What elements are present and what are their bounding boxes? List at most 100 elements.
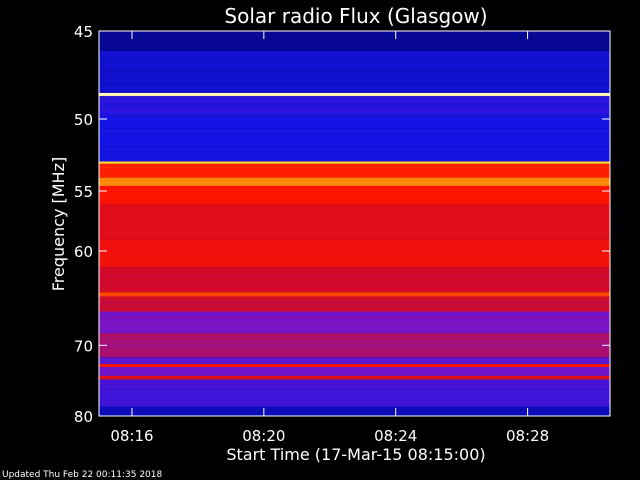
texture-line — [99, 401, 610, 402]
texture-line — [99, 284, 610, 285]
texture-line — [99, 53, 610, 54]
texture-line — [99, 299, 610, 300]
y-tick-label: 80 — [74, 408, 93, 426]
texture-line — [99, 182, 610, 183]
texture-line — [99, 164, 610, 165]
frequency-band-5 — [99, 161, 610, 164]
texture-line — [99, 50, 610, 51]
y-tick-label: 70 — [74, 337, 93, 355]
x-tick-label: 08:20 — [242, 427, 285, 445]
texture-line — [99, 353, 610, 354]
texture-line — [99, 251, 610, 252]
texture-line — [99, 413, 610, 414]
texture-line — [99, 56, 610, 57]
texture-line — [99, 296, 610, 297]
texture-line — [99, 44, 610, 45]
x-tick-label: 08:16 — [110, 427, 153, 445]
texture-line — [99, 341, 610, 342]
texture-line — [99, 152, 610, 153]
texture-line — [99, 389, 610, 390]
texture-line — [99, 293, 610, 294]
texture-line — [99, 377, 610, 378]
x-tick-label: 08:24 — [374, 427, 417, 445]
frequency-band-4 — [99, 115, 610, 161]
texture-line — [99, 317, 610, 318]
texture-line — [99, 395, 610, 396]
texture-line — [99, 212, 610, 213]
texture-line — [99, 362, 610, 363]
texture-line — [99, 350, 610, 351]
texture-line — [99, 338, 610, 339]
texture-line — [99, 224, 610, 225]
texture-line — [99, 311, 610, 312]
texture-line — [99, 206, 610, 207]
texture-line — [99, 239, 610, 240]
texture-line — [99, 68, 610, 69]
texture-line — [99, 77, 610, 78]
texture-line — [99, 62, 610, 63]
chart-title: Solar radio Flux (Glasgow) — [224, 4, 487, 28]
texture-line — [99, 176, 610, 177]
texture-line — [99, 392, 610, 393]
texture-line — [99, 278, 610, 279]
spectrogram-texture — [99, 32, 610, 414]
texture-line — [99, 113, 610, 114]
texture-line — [99, 119, 610, 120]
texture-line — [99, 248, 610, 249]
texture-line — [99, 122, 610, 123]
texture-line — [99, 383, 610, 384]
texture-line — [99, 218, 610, 219]
texture-line — [99, 173, 610, 174]
texture-line — [99, 227, 610, 228]
texture-line — [99, 230, 610, 231]
spectrogram-bands — [99, 31, 610, 416]
texture-line — [99, 320, 610, 321]
frequency-band-7 — [99, 177, 610, 186]
y-tick-label: 60 — [74, 243, 93, 261]
texture-line — [99, 221, 610, 222]
texture-line — [99, 407, 610, 408]
texture-line — [99, 47, 610, 48]
frequency-band-2 — [99, 92, 610, 97]
texture-line — [99, 236, 610, 237]
texture-line — [99, 107, 610, 108]
texture-line — [99, 158, 610, 159]
texture-line — [99, 167, 610, 168]
texture-line — [99, 149, 610, 150]
texture-line — [99, 305, 610, 306]
texture-line — [99, 32, 610, 33]
texture-line — [99, 371, 610, 372]
texture-line — [99, 104, 610, 105]
texture-line — [99, 245, 610, 246]
texture-line — [99, 146, 610, 147]
y-tick-label: 55 — [74, 183, 93, 201]
texture-line — [99, 410, 610, 411]
texture-line — [99, 254, 610, 255]
texture-line — [99, 89, 610, 90]
texture-line — [99, 209, 610, 210]
texture-line — [99, 200, 610, 201]
texture-line — [99, 368, 610, 369]
texture-line — [99, 323, 610, 324]
texture-line — [99, 41, 610, 42]
y-axis: 45 50 55 60 70 80 — [74, 23, 610, 426]
texture-line — [99, 260, 610, 261]
texture-line — [99, 356, 610, 357]
texture-line — [99, 185, 610, 186]
texture-line — [99, 125, 610, 126]
texture-line — [99, 287, 610, 288]
texture-line — [99, 143, 610, 144]
texture-line — [99, 80, 610, 81]
texture-line — [99, 197, 610, 198]
texture-line — [99, 233, 610, 234]
texture-line — [99, 242, 610, 243]
texture-line — [99, 38, 610, 39]
texture-line — [99, 332, 610, 333]
texture-line — [99, 86, 610, 87]
frequency-band-14 — [99, 311, 610, 333]
frequency-band-21 — [99, 406, 610, 416]
frequency-band-11 — [99, 267, 610, 293]
texture-line — [99, 257, 610, 258]
x-tick-label: 08:28 — [506, 427, 549, 445]
texture-line — [99, 191, 610, 192]
